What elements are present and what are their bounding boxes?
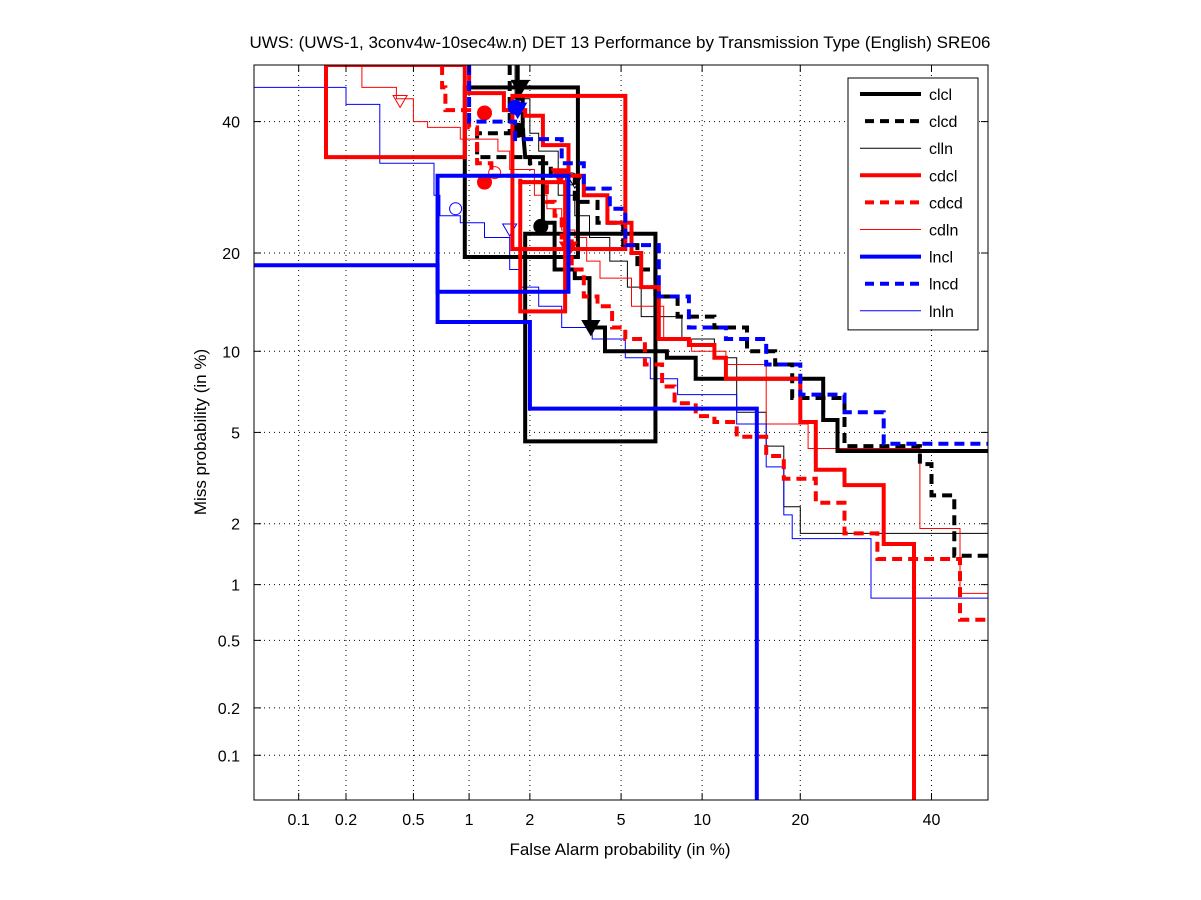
series-lncd bbox=[467, 65, 988, 446]
y-tick-label: 0.2 bbox=[218, 701, 240, 718]
x-tick-label: 0.5 bbox=[402, 812, 424, 829]
legend-label: clcd bbox=[929, 114, 957, 131]
legend-label: lncl bbox=[929, 250, 953, 267]
confidence-box bbox=[523, 231, 658, 444]
y-axis-label: Miss probability (in %) bbox=[191, 349, 210, 515]
legend-item-clln: clln bbox=[860, 141, 953, 158]
legend-item-cdcl: cdcl bbox=[860, 168, 957, 185]
x-tick-label: 10 bbox=[693, 812, 711, 829]
series-clcl bbox=[515, 65, 988, 453]
actual-dcf-marker bbox=[488, 166, 502, 180]
legend-label: lncd bbox=[929, 277, 958, 294]
actual-dcf-marker bbox=[449, 202, 463, 216]
y-tick-label: 5 bbox=[231, 425, 240, 442]
y-tick-label: 40 bbox=[222, 115, 240, 132]
series-lncl bbox=[254, 173, 759, 800]
legend-item-clcd: clcd bbox=[865, 114, 957, 131]
actual-dcf-marker bbox=[477, 105, 493, 121]
actual-dcf-marker bbox=[477, 174, 493, 190]
x-tick-label: 40 bbox=[923, 812, 941, 829]
y-tick-label: 10 bbox=[222, 344, 240, 361]
legend-label: lnln bbox=[929, 304, 954, 321]
y-tick-label: 0.1 bbox=[218, 748, 240, 765]
series-layer bbox=[254, 65, 988, 800]
x-axis-label: False Alarm probability (in %) bbox=[509, 840, 730, 859]
x-tick-label: 2 bbox=[525, 812, 534, 829]
min-dcf-marker bbox=[581, 319, 601, 337]
chart-title: UWS: (UWS-1, 3conv4w-10sec4w.n) DET 13 P… bbox=[249, 33, 990, 52]
x-tick-label: 0.2 bbox=[335, 812, 357, 829]
x-tick-label: 20 bbox=[791, 812, 809, 829]
det-curve-lncd bbox=[467, 65, 988, 446]
x-axis: 0.1 0.2 0.5 1 2 5 10 20 40 bbox=[288, 65, 941, 829]
legend-label: clcl bbox=[929, 87, 952, 104]
legend-item-clcl: clcl bbox=[860, 87, 952, 104]
x-tick-label: 1 bbox=[465, 812, 474, 829]
y-tick-label: 20 bbox=[222, 246, 240, 263]
legend-label: cdcd bbox=[929, 195, 963, 212]
legend-item-cdln: cdln bbox=[860, 223, 958, 240]
legend-item-lnln: lnln bbox=[860, 304, 954, 321]
min-dcf-marker bbox=[392, 95, 408, 109]
legend-item-lncd: lncd bbox=[865, 277, 958, 294]
det-curve-cdcl bbox=[467, 65, 916, 800]
confidence-box bbox=[435, 173, 571, 294]
legend: clcl clcd clln cdcl cdcd cdln lncl lncd lnln bbox=[847, 77, 979, 331]
legend-item-lncl: lncl bbox=[860, 250, 953, 267]
det-curve-clcl bbox=[515, 65, 988, 453]
legend-label: cdcl bbox=[929, 168, 957, 185]
legend-label: clln bbox=[929, 141, 953, 158]
min-dcf-marker bbox=[508, 102, 528, 120]
legend-label: cdln bbox=[929, 223, 958, 240]
x-tick-label: 5 bbox=[617, 812, 626, 829]
y-tick-label: 1 bbox=[231, 578, 240, 595]
y-tick-label: 0.5 bbox=[218, 633, 240, 650]
legend-item-cdcd: cdcd bbox=[865, 195, 963, 212]
actual-dcf-marker bbox=[533, 218, 549, 234]
y-axis: 0.1 0.2 0.5 1 2 5 10 20 40 bbox=[218, 115, 988, 765]
y-tick-label: 2 bbox=[231, 517, 240, 534]
x-tick-label: 0.1 bbox=[288, 812, 310, 829]
min-dcf-marker bbox=[510, 79, 530, 97]
